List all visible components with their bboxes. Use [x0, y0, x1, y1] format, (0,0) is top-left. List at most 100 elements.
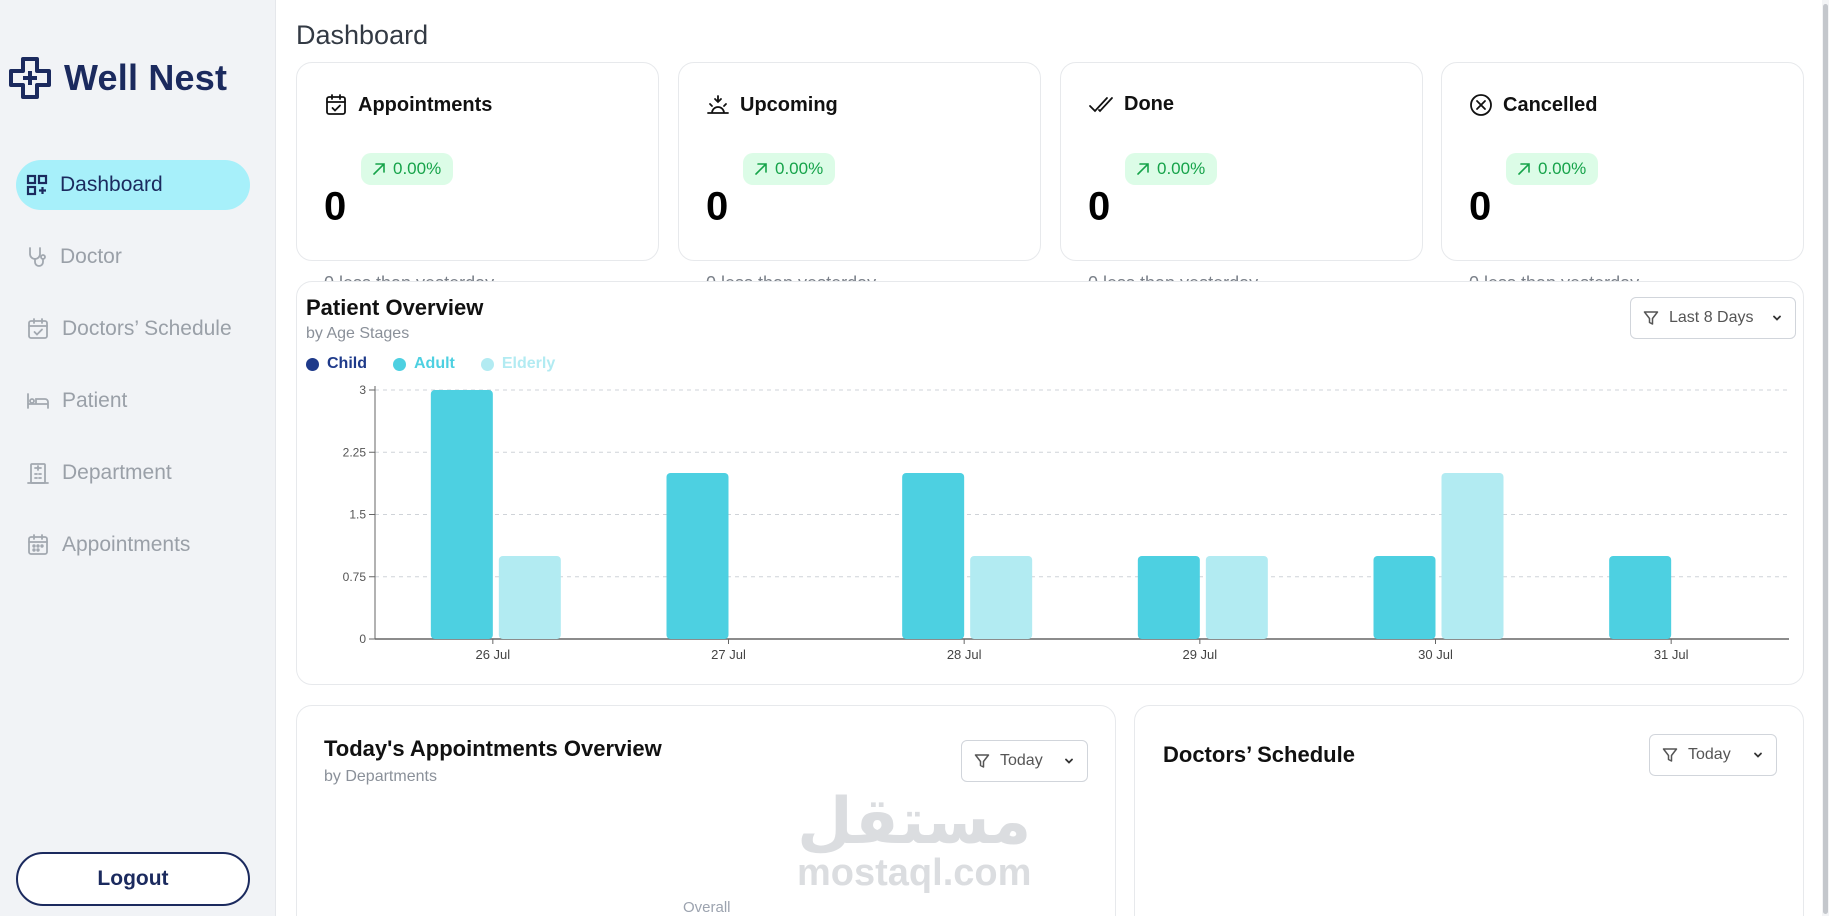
appointments-overview-title: Today's Appointments Overview: [324, 736, 662, 761]
circle-x-icon: [1470, 94, 1492, 116]
x-tick-label: 31 Jul: [1654, 647, 1689, 662]
sidebar-item-department[interactable]: Department: [16, 448, 250, 498]
y-tick-label: 1.5: [349, 508, 366, 522]
building-icon: [27, 463, 49, 484]
schedule-filter-dropdown[interactable]: Today: [1649, 734, 1777, 776]
arrow-up-right-icon: [755, 163, 767, 175]
sidebar-item-patient[interactable]: Patient: [16, 376, 250, 426]
stat-label: Upcoming: [740, 93, 838, 116]
doctors-schedule-title: Doctors’ Schedule: [1163, 742, 1355, 767]
dashboard-grid-icon: [26, 174, 48, 196]
stat-header: Cancelled: [1469, 93, 1597, 117]
filter-icon: [974, 754, 990, 768]
stat-card-cancelled: Cancelled 0 0.00% 0 less than yesterday: [1441, 62, 1804, 293]
y-tick-label: 0.75: [343, 570, 367, 584]
sidebar-item-doctor[interactable]: Doctor: [16, 232, 250, 282]
stat-value: 0: [1088, 184, 1111, 229]
calendar-dots-icon: [28, 534, 48, 555]
stat-change: 0.00%: [775, 159, 824, 178]
legend-swatch: [306, 357, 319, 371]
chevron-down-icon: [1065, 758, 1073, 764]
sidebar-item-label: Doctor: [60, 245, 122, 268]
double-check-icon: [1089, 96, 1113, 112]
sidebar-item-label: Patient: [62, 389, 128, 412]
patient-overview-card: Patient Overview by Age Stages Child Adu…: [296, 281, 1804, 685]
donut-center-label: Overall: [683, 899, 731, 916]
bar-elderly-30-jul: [1441, 473, 1504, 639]
stat-change-badge: 0.00%: [743, 153, 836, 185]
filter-icon: [1662, 748, 1678, 762]
stat-change: 0.00%: [393, 159, 442, 178]
sidebar-item-label: Doctors’ Schedule: [62, 317, 232, 340]
appointments-filter-dropdown[interactable]: Today: [961, 740, 1088, 782]
bar-adult-31-jul: [1609, 556, 1672, 639]
sidebar-item-label: Department: [62, 461, 172, 484]
x-tick-label: 27 Jul: [711, 647, 746, 662]
sidebar-item-appointments[interactable]: Appointments: [16, 520, 250, 570]
bar-adult-29-jul: [1137, 556, 1200, 639]
chart-subtitle: by Age Stages: [306, 325, 410, 342]
stat-change-badge: 0.00%: [361, 153, 454, 185]
arrow-up-right-icon: [373, 163, 385, 175]
stat-label: Done: [1124, 93, 1174, 115]
arrow-up-right-icon: [1518, 163, 1530, 175]
y-tick-label: 3: [359, 383, 366, 397]
stat-header: Upcoming: [706, 93, 838, 117]
stat-change-badge: 0.00%: [1506, 153, 1599, 185]
legend-item-adult[interactable]: Adult: [393, 355, 455, 373]
legend-item-child[interactable]: Child: [306, 355, 367, 373]
stat-header: Appointments: [324, 93, 492, 117]
page-title: Dashboard: [296, 20, 429, 50]
legend-label: Elderly: [501, 355, 556, 372]
bed-icon: [27, 393, 49, 409]
appointments-overview-card: Today's Appointments Overview by Departm…: [296, 705, 1116, 916]
stat-card-appointments: Appointments 0 0.00% 0 less than yesterd…: [296, 62, 659, 293]
x-tick-label: 30 Jul: [1418, 647, 1453, 662]
bar-adult-27-jul: [666, 473, 729, 639]
bar-adult-28-jul: [902, 473, 965, 639]
doctors-schedule-card: Doctors’ Schedule Today: [1134, 705, 1804, 916]
y-tick-label: 0: [359, 632, 366, 646]
legend-swatch: [393, 357, 406, 371]
legend-label: Child: [327, 355, 367, 372]
bar-elderly-29-jul: [1205, 556, 1268, 639]
sidebar-item-label: Dashboard: [60, 173, 163, 196]
brand-name: Well Nest: [64, 57, 228, 98]
x-tick-label: 28 Jul: [947, 647, 982, 662]
stat-label: Appointments: [358, 93, 493, 116]
patient-overview-chart: 0 0.75 1.5 2.25 3 26 Jul 27 Jul 28 Jul 29 Jul 30 …: [343, 383, 1789, 662]
scrollbar-thumb[interactable]: [1823, 4, 1828, 914]
chevron-down-icon: [1754, 752, 1762, 758]
filter-label: Today: [1000, 752, 1043, 769]
watermark-arabic: مستقل: [797, 785, 1032, 859]
stat-value: 0: [1469, 184, 1492, 229]
stethoscope-icon: [29, 247, 46, 267]
medical-cross-icon: [9, 57, 51, 99]
y-tick-label: 2.25: [343, 445, 367, 459]
sidebar-item-doctors-schedule[interactable]: Doctors’ Schedule: [16, 304, 250, 354]
filter-icon: [1643, 311, 1659, 325]
stat-card-done: Done 0 0.00% 0 less than yesterday: [1060, 62, 1423, 293]
stat-change-badge: 0.00%: [1125, 153, 1218, 185]
stat-change: 0.00%: [1157, 159, 1206, 178]
watermark: مستقل mostaql.com: [797, 790, 1031, 892]
x-tick-label: 29 Jul: [1182, 647, 1217, 662]
chart-title: Patient Overview: [306, 295, 484, 320]
legend-item-elderly[interactable]: Elderly: [480, 355, 556, 373]
stat-value: 0: [706, 184, 729, 229]
sidebar-item-dashboard[interactable]: Dashboard: [16, 160, 250, 210]
legend-label: Adult: [414, 355, 455, 372]
bar-elderly-26-jul: [498, 556, 561, 639]
brand-logo[interactable]: Well Nest: [8, 56, 227, 100]
legend-swatch: [480, 357, 494, 371]
sunrise-icon: [707, 95, 729, 114]
filter-label: Last 8 Days: [1669, 309, 1754, 326]
bar-adult-30-jul: [1373, 556, 1436, 639]
chart-legend: Child Adult Elderly: [306, 355, 555, 373]
x-tick-label: 26 Jul: [475, 647, 510, 662]
bar-elderly-28-jul: [970, 556, 1033, 639]
overview-filter-dropdown[interactable]: Last 8 Days: [1630, 297, 1796, 339]
sidebar: Well Nest Dashboard Doctor Doctors’ Sche…: [0, 0, 276, 916]
arrow-up-right-icon: [1137, 163, 1149, 175]
logout-button[interactable]: Logout: [16, 852, 250, 906]
